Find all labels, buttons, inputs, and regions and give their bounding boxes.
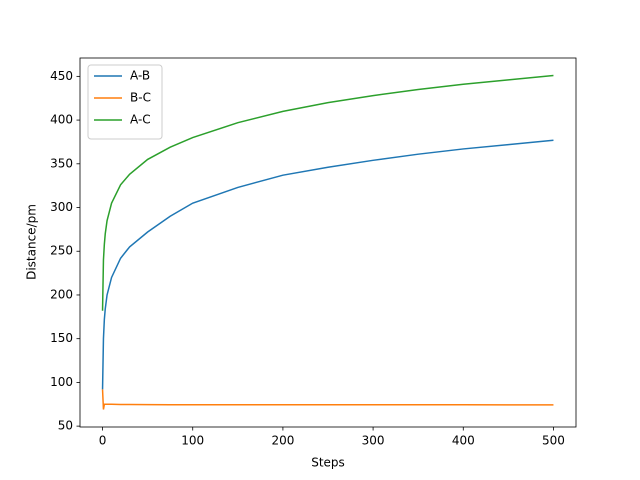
data-line bbox=[101, 139, 554, 390]
x-tick-label: 500 bbox=[542, 434, 565, 448]
y-tick-label: 150 bbox=[50, 331, 73, 345]
x-tick-label: 200 bbox=[271, 434, 294, 448]
data-line bbox=[101, 389, 554, 410]
y-tick-label: 200 bbox=[50, 287, 73, 301]
x-axis-label: Steps bbox=[311, 456, 345, 470]
x-tick-label: 400 bbox=[452, 434, 475, 448]
y-tick-label: 300 bbox=[50, 200, 73, 214]
x-tick-label: 300 bbox=[362, 434, 385, 448]
y-tick-label: 450 bbox=[50, 69, 73, 83]
y-axis-label: Distance/pm bbox=[25, 204, 39, 280]
legend-label: A-B bbox=[130, 69, 150, 83]
y-tick-label: 250 bbox=[50, 244, 73, 258]
data-line bbox=[101, 74, 554, 311]
y-tick-label: 100 bbox=[50, 375, 73, 389]
y-tick-label: 350 bbox=[50, 156, 73, 170]
legend-label: B-C bbox=[130, 91, 151, 105]
x-tick-label: 100 bbox=[181, 434, 204, 448]
x-tick-label: 0 bbox=[99, 434, 107, 448]
y-tick-label: 400 bbox=[50, 113, 73, 127]
y-tick-label: 50 bbox=[58, 419, 73, 433]
legend-label: A-C bbox=[130, 113, 151, 127]
plot-frame bbox=[79, 57, 577, 428]
